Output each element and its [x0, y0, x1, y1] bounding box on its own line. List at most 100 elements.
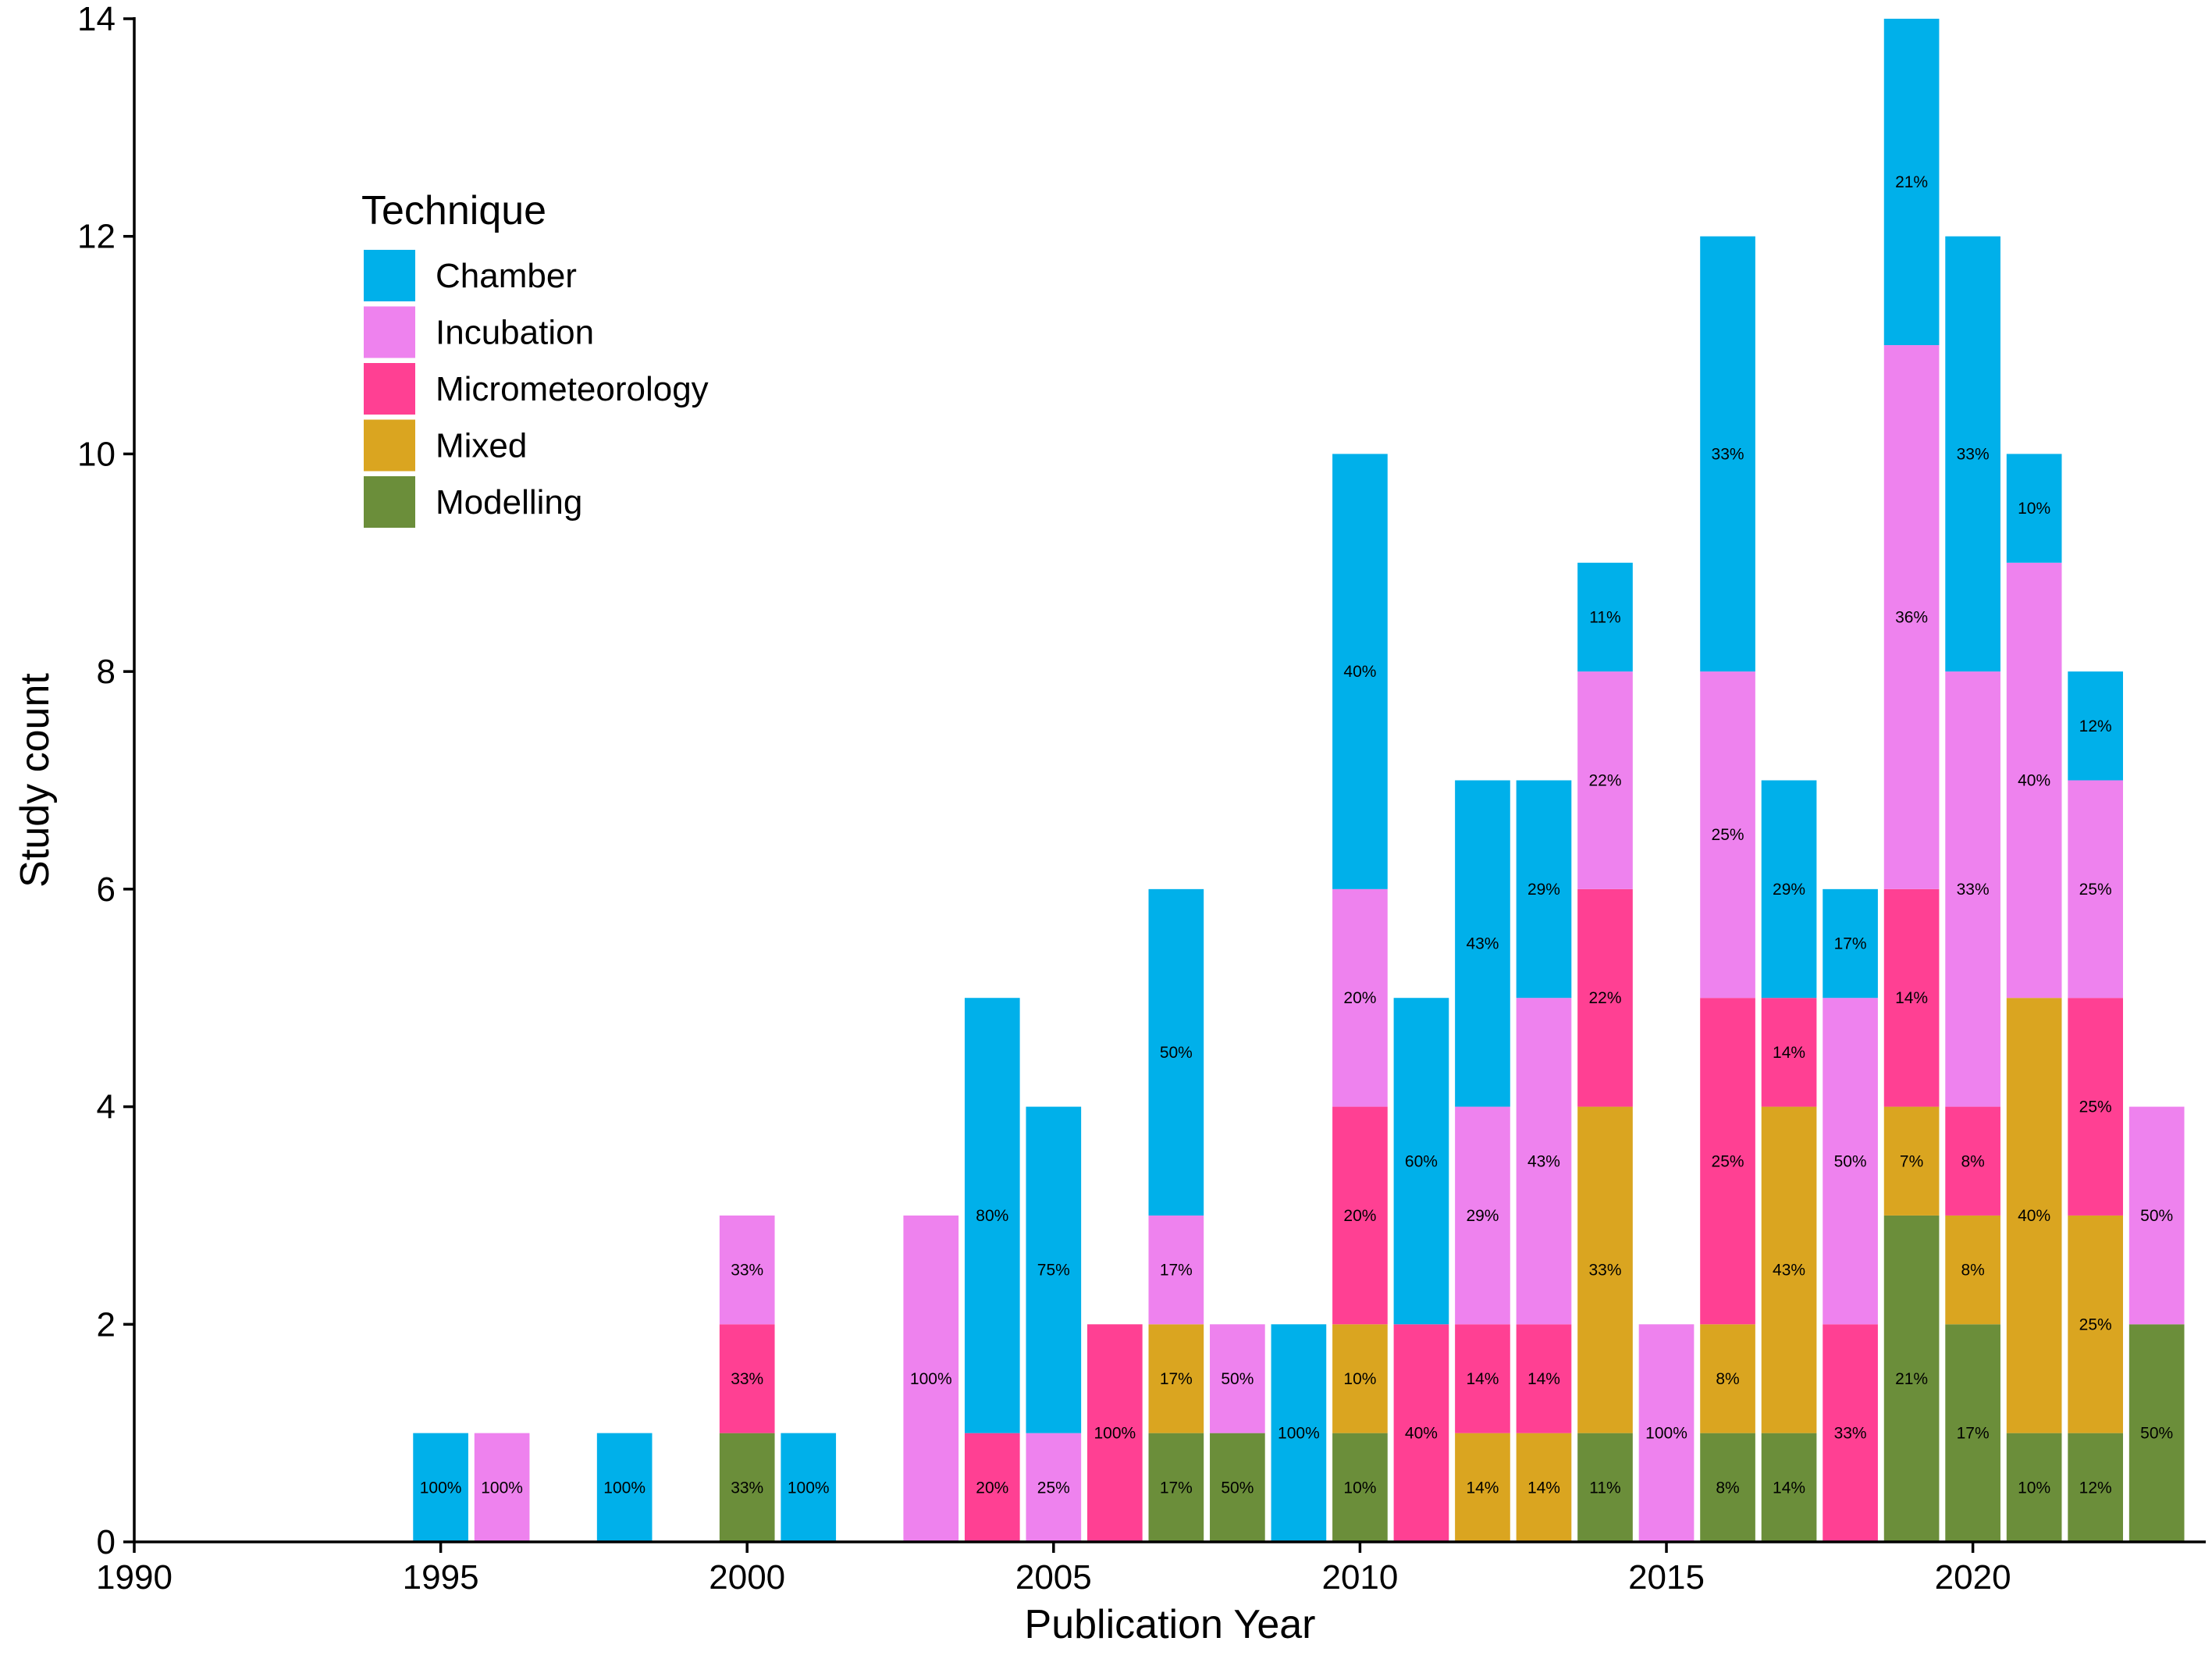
data-label: 25%: [2079, 1098, 2112, 1116]
data-label: 75%: [1037, 1262, 1070, 1280]
bar-2000: 33% 33% 33%: [719, 1215, 775, 1542]
bar-segment-micrometeorology: [1945, 1106, 2000, 1216]
data-label: 100%: [481, 1479, 523, 1497]
bar-segment-chamber: [2006, 454, 2062, 563]
bar-segment-incubation: [2128, 1106, 2185, 1325]
y-tick-label: 8: [97, 653, 116, 691]
data-label: 33%: [1957, 881, 1990, 899]
data-label: 33%: [731, 1370, 763, 1388]
bar-segment-modelling: [2068, 1433, 2123, 1542]
y-tick-label: 4: [97, 1088, 116, 1127]
data-label: 33%: [1712, 445, 1744, 463]
bar-segment-incubation: [1638, 1324, 1695, 1542]
data-label: 40%: [2018, 772, 2050, 790]
legend-label: Mixed: [436, 427, 527, 465]
legend-swatch: [364, 419, 415, 472]
legend-label: Incubation: [436, 314, 594, 352]
data-label: 8%: [1716, 1370, 1739, 1388]
data-label: 25%: [1712, 1152, 1744, 1170]
bar-segment-chamber: [1516, 780, 1572, 999]
data-label: 14%: [1895, 989, 1928, 1007]
bar-segment-mixed: [1577, 1106, 1633, 1433]
legend-item-chamber: Chamber: [364, 250, 577, 301]
bar-segment-incubation: [903, 1215, 959, 1542]
data-label: 50%: [1160, 1044, 1193, 1062]
bar-2013: 14% 14% 43% 29%: [1516, 780, 1572, 1542]
data-label: 17%: [1834, 935, 1867, 953]
data-label: 29%: [1466, 1207, 1499, 1225]
bar-segment-modelling: [2006, 1433, 2062, 1542]
legend-label: Micrometeorology: [436, 370, 709, 408]
bar-2006: 100%: [1086, 1324, 1143, 1542]
legend-item-incubation: Incubation: [364, 306, 594, 358]
bar-segment-modelling: [1148, 1433, 1204, 1542]
bar-segment-chamber: [1393, 998, 1449, 1325]
legend-label: Chamber: [436, 257, 577, 295]
bar-segment-chamber: [1883, 19, 1940, 346]
data-label: 100%: [1278, 1425, 1320, 1443]
bar-segment-chamber: [1761, 780, 1817, 999]
data-label: 43%: [1466, 935, 1499, 953]
bar-segment-mixed: [1455, 1433, 1510, 1542]
legend-item-modelling: Modelling: [364, 476, 582, 528]
data-label: 100%: [420, 1479, 462, 1497]
data-label: 10%: [2018, 500, 2050, 518]
bar-segment-incubation: [474, 1433, 530, 1542]
bar-segment-incubation: [1516, 998, 1572, 1325]
bar-segment-chamber: [413, 1433, 468, 1542]
x-tick-label: 2020: [1935, 1558, 2011, 1597]
data-label: 8%: [1961, 1262, 1984, 1280]
data-label: 50%: [2140, 1425, 2173, 1443]
bar-segment-mixed: [1945, 1215, 2000, 1325]
bar-2016: 8% 8% 25% 25% 33%: [1700, 236, 1755, 1542]
data-label: 17%: [1160, 1370, 1193, 1388]
bar-2022: 12% 25% 25% 25% 12%: [2068, 671, 2123, 1542]
bar-2007: 17% 17% 17% 50%: [1148, 888, 1204, 1542]
data-label: 21%: [1895, 173, 1928, 191]
data-label: 40%: [1343, 663, 1376, 681]
data-label: 22%: [1588, 989, 1621, 1007]
legend-title: Technique: [361, 188, 546, 233]
bar-segment-incubation: [1210, 1324, 1265, 1433]
data-label: 29%: [1773, 881, 1805, 899]
bar-segment-micrometeorology: [1086, 1324, 1143, 1542]
data-label: 14%: [1773, 1044, 1805, 1062]
bar-segment-chamber: [1455, 780, 1510, 1107]
data-label: 33%: [1588, 1262, 1621, 1280]
bar-segment-modelling: [1577, 1433, 1633, 1542]
data-label: 33%: [731, 1479, 763, 1497]
bar-segment-micrometeorology: [1332, 1106, 1388, 1325]
y-tick-label: 0: [97, 1523, 116, 1561]
data-label: 33%: [731, 1262, 763, 1280]
bar-segment-incubation: [1883, 345, 1940, 889]
bar-segment-mixed: [1761, 1106, 1817, 1433]
data-label: 33%: [1957, 445, 1990, 463]
data-label: 21%: [1895, 1370, 1928, 1388]
bar-2017: 14% 43% 14% 29%: [1761, 780, 1817, 1542]
axes-layer: 1990 1995 2000 2005 2010 2015 2020 0 2 4 6 8 10 12 14: [77, 0, 2206, 1597]
bar-segment-chamber: [1148, 888, 1204, 1216]
data-label: 20%: [1343, 1207, 1376, 1225]
bar-segment-mixed: [1148, 1324, 1204, 1433]
bar-segment-mixed: [1516, 1433, 1572, 1542]
data-label: 25%: [1712, 826, 1744, 844]
x-tick-label: 2015: [1628, 1558, 1705, 1597]
bar-2001: 100%: [781, 1433, 837, 1542]
bar-segment-mixed: [1700, 1324, 1755, 1433]
data-label: 11%: [1589, 608, 1620, 626]
x-tick-label: 1995: [403, 1558, 479, 1597]
data-label: 50%: [2140, 1207, 2173, 1225]
data-label: 11%: [1589, 1479, 1620, 1497]
data-label: 7%: [1900, 1152, 1923, 1170]
bar-2010: 10% 10% 20% 20% 40%: [1332, 454, 1388, 1542]
bar-segment-chamber: [1026, 1106, 1082, 1433]
bar-segment-incubation: [1945, 671, 2000, 1107]
bar-segment-incubation: [1700, 671, 1755, 999]
data-label: 14%: [1527, 1479, 1560, 1497]
data-label: 10%: [1343, 1370, 1376, 1388]
bar-segment-incubation: [1823, 998, 1878, 1325]
data-label: 100%: [788, 1479, 830, 1497]
bar-2012: 14% 14% 29% 43%: [1455, 780, 1510, 1542]
bar-segment-micrometeorology: [719, 1324, 775, 1433]
legend-item-micrometeorology: Micrometeorology: [364, 363, 709, 415]
